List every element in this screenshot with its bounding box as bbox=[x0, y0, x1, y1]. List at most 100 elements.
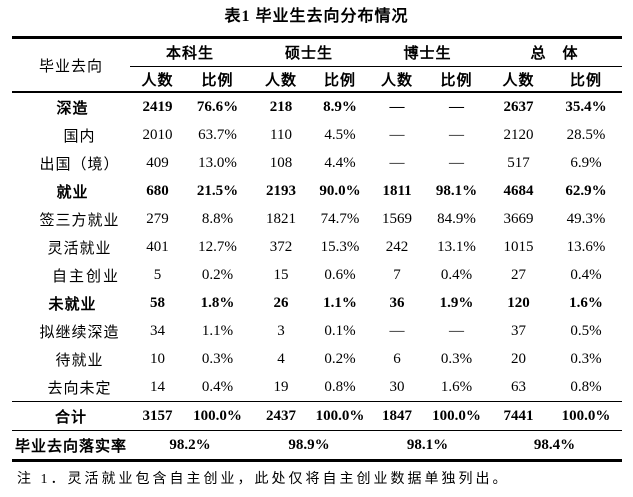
data-cell: 2419 bbox=[142, 98, 173, 115]
data-cell: 100.0% bbox=[185, 401, 251, 431]
data-cell: 517 bbox=[507, 154, 530, 171]
data-cell: — bbox=[449, 98, 465, 115]
data-cell: 2437 bbox=[250, 401, 313, 431]
data-cell: 1.1% bbox=[323, 294, 357, 311]
data-cell: 100.0% bbox=[550, 401, 623, 431]
sub-header-row: 人数 比例 人数 比例 人数 比例 人数 比例 bbox=[12, 66, 623, 93]
data-cell: 37 bbox=[511, 322, 527, 339]
data-cell: 5 bbox=[153, 266, 162, 283]
data-cell: 680 bbox=[146, 182, 169, 199]
data-cell: 21.5% bbox=[196, 182, 239, 199]
data-cell: 1847 bbox=[368, 401, 427, 431]
total-row-label: 合计 bbox=[12, 401, 130, 431]
table-row: 灵活就业 401 12.7% 372 15.3% 242 13.1% 1015 13.6% bbox=[12, 233, 622, 261]
data-cell: 3157 bbox=[130, 401, 185, 431]
data-cell: 27 bbox=[511, 266, 527, 283]
data-cell: 4.5% bbox=[324, 126, 356, 143]
subheader-count: 人数 bbox=[368, 66, 427, 93]
row-label: 待就业 bbox=[55, 352, 104, 369]
data-cell: 3 bbox=[277, 322, 285, 339]
data-cell: 1.1% bbox=[201, 322, 234, 339]
subheader-count: 人数 bbox=[250, 66, 313, 93]
data-cell: 0.2% bbox=[324, 350, 356, 367]
table-body: 深造 2419 76.6% 218 8.9% — —2637 35.4% 国内 2010 63.7%… bbox=[12, 92, 622, 402]
row-label: 就业 bbox=[56, 184, 89, 201]
data-cell: 19 bbox=[273, 378, 289, 395]
data-cell: — bbox=[389, 98, 405, 115]
table-header: 毕业去向 本科生 硕士生 博士生 总 体 人数 比例 人数 比例 人数 比例 人… bbox=[12, 37, 623, 93]
group-header-row: 毕业去向 本科生 硕士生 博士生 总 体 bbox=[12, 37, 623, 93]
data-cell: 1.9% bbox=[439, 294, 474, 311]
data-cell: 4.4% bbox=[324, 154, 356, 171]
corner-header: 毕业去向 bbox=[12, 37, 130, 93]
subheader-count: 人数 bbox=[487, 66, 551, 93]
row-label: 自主创业 bbox=[51, 268, 120, 285]
data-cell: 62.9% bbox=[565, 182, 607, 199]
data-cell: 0.4% bbox=[440, 266, 473, 283]
graduate-destination-table: 毕业去向 本科生 硕士生 博士生 总 体 人数 比例 人数 比例 人数 比例 人… bbox=[12, 36, 623, 462]
data-cell: 84.9% bbox=[437, 210, 476, 227]
footnote: 注 1．灵活就业包含自主创业，此处仅将自主创业数据单独列出。 bbox=[17, 472, 510, 487]
data-cell: 7 bbox=[393, 266, 401, 283]
table-row: 未就业 58 1.8% 26 1.1% 36 1.9% 120 1.6% bbox=[12, 289, 622, 317]
data-cell: 8.8% bbox=[201, 210, 234, 227]
data-cell: 8.9% bbox=[323, 98, 357, 115]
subheader-ratio: 比例 bbox=[185, 66, 251, 93]
data-cell: 1821 bbox=[266, 210, 297, 227]
data-cell: 2010 bbox=[142, 126, 173, 143]
data-cell: 0.8% bbox=[570, 378, 602, 395]
subheader-ratio: 比例 bbox=[426, 66, 488, 93]
table-row: 去向未定 14 0.4% 19 0.8% 30 1.6% 63 0.8% bbox=[12, 373, 622, 402]
data-cell: 0.1% bbox=[324, 322, 356, 339]
data-cell: 0.8% bbox=[324, 378, 356, 395]
placement-rate-row: 毕业去向落实率 98.2% 98.9% 98.1% 98.4% bbox=[12, 430, 623, 461]
row-label: 拟继续深造 bbox=[39, 324, 120, 341]
data-cell: 110 bbox=[270, 126, 292, 143]
data-cell: 98.1% bbox=[435, 182, 478, 199]
data-cell: 63 bbox=[511, 378, 527, 395]
data-cell: — bbox=[449, 154, 465, 171]
table-row: 出国（境） 409 13.0% 108 4.4% — — 517 6.9% bbox=[12, 149, 622, 177]
data-cell: — bbox=[389, 154, 405, 171]
table-title: 表1 毕业生去向分布情况 bbox=[224, 8, 409, 25]
data-cell: 58 bbox=[150, 294, 165, 311]
data-cell: 2120 bbox=[503, 126, 534, 143]
table-footer: 合计 3157 100.0% 2437 100.0% 1847 100.0% 7… bbox=[12, 401, 623, 461]
group-header-doctor: 博士生 bbox=[368, 37, 488, 67]
data-cell: 1811 bbox=[382, 182, 412, 199]
data-cell: 6 bbox=[393, 350, 401, 367]
data-cell: 0.3% bbox=[570, 350, 602, 367]
rate-cell: 98.2% bbox=[130, 430, 251, 461]
row-label: 灵活就业 bbox=[47, 240, 112, 257]
data-cell: 100.0% bbox=[426, 401, 488, 431]
document-page: 表1 毕业生去向分布情况 毕业去向 本科生 硕士生 博士生 总 体 人数 比例 … bbox=[0, 6, 633, 497]
data-cell: 1.6% bbox=[440, 378, 473, 395]
rate-row-label: 毕业去向落实率 bbox=[12, 430, 130, 461]
table-row: 自主创业 5 0.2% 15 0.6% 7 0.4% 27 0.4% bbox=[12, 261, 622, 289]
group-header-master: 硕士生 bbox=[250, 37, 369, 67]
data-cell: 1.6% bbox=[569, 294, 603, 311]
data-cell: 120 bbox=[507, 294, 530, 311]
rate-cell: 98.9% bbox=[250, 430, 369, 461]
data-cell: 279 bbox=[146, 210, 169, 227]
data-cell: 26 bbox=[273, 294, 289, 311]
data-cell: 0.6% bbox=[324, 266, 356, 283]
data-cell: 74.7% bbox=[320, 210, 360, 227]
data-cell: 13.1% bbox=[437, 238, 476, 255]
table-row: 签三方就业 279 8.8% 1821 74.7% 1569 84.9% 3669 49.3% bbox=[12, 205, 622, 233]
data-cell: 14 bbox=[150, 378, 165, 395]
table-row: 就业 680 21.5% 2193 90.0% 1811 98.1% 4684 62.9% bbox=[12, 177, 622, 205]
data-cell: 6.9% bbox=[570, 154, 602, 171]
data-cell: 401 bbox=[146, 238, 169, 255]
data-cell: 15 bbox=[273, 266, 289, 283]
data-cell: — bbox=[449, 322, 465, 339]
data-cell: 36 bbox=[389, 294, 405, 311]
rate-cell: 98.4% bbox=[487, 430, 623, 461]
row-label: 去向未定 bbox=[47, 380, 112, 397]
data-cell: 1015 bbox=[503, 238, 534, 255]
data-cell: 4684 bbox=[503, 182, 534, 199]
data-cell: 409 bbox=[146, 154, 169, 171]
table-row: 深造 2419 76.6% 218 8.9% — — 2637 35.4% bbox=[12, 92, 622, 121]
data-cell: 1.8% bbox=[200, 294, 235, 311]
data-cell: 13.6% bbox=[566, 238, 606, 255]
